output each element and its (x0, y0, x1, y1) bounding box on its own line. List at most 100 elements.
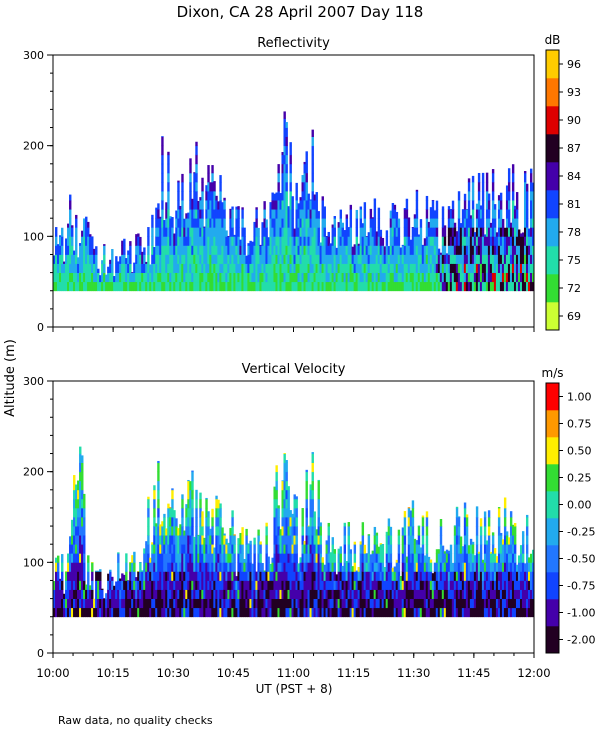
data-cell (57, 571, 60, 581)
data-cell (343, 254, 346, 264)
data-cell (303, 281, 306, 292)
data-cell (321, 254, 324, 264)
data-cell (83, 498, 86, 509)
data-cell (209, 562, 212, 572)
data-cell (191, 507, 194, 518)
data-cell (161, 254, 164, 264)
data-cell (233, 562, 236, 572)
data-cell (81, 272, 84, 283)
data-cell (439, 544, 443, 554)
data-cell (101, 263, 104, 273)
data-cell (271, 218, 274, 228)
data-cell (479, 205, 483, 210)
data-cell (473, 281, 477, 292)
data-cell (343, 236, 346, 246)
data-cell (529, 172, 533, 183)
data-cell (353, 244, 357, 246)
data-cell (449, 580, 453, 590)
data-cell (371, 245, 375, 255)
data-cell (361, 535, 365, 545)
data-cell (407, 263, 411, 273)
data-cell (79, 517, 82, 527)
data-cell (532, 272, 535, 283)
data-cell (291, 580, 294, 590)
data-cell (171, 571, 174, 581)
data-cell (453, 562, 457, 572)
data-cell (499, 227, 503, 237)
data-cell (177, 200, 180, 210)
data-cell (507, 168, 511, 174)
data-cell (177, 227, 180, 237)
data-cell (359, 263, 363, 273)
data-cell (159, 607, 162, 618)
data-cell (487, 510, 491, 518)
data-cell (317, 479, 320, 482)
data-cell (87, 555, 90, 563)
data-cell (331, 245, 334, 255)
data-cell (431, 254, 435, 264)
data-cell (193, 236, 196, 246)
data-cell (501, 598, 505, 609)
data-cell (517, 580, 521, 590)
data-cell (305, 589, 308, 599)
data-cell (447, 272, 451, 283)
data-cell (493, 281, 497, 292)
data-cell (289, 254, 292, 264)
data-cell (363, 571, 367, 581)
data-cell (177, 528, 180, 536)
data-cell (193, 209, 196, 219)
data-cell (503, 227, 507, 237)
data-cell (169, 281, 172, 292)
data-cell (517, 598, 521, 609)
data-cell (275, 517, 278, 527)
data-cell (477, 200, 481, 210)
data-cell (345, 281, 349, 292)
data-cell (73, 553, 76, 563)
data-cell (419, 245, 423, 255)
data-cell (453, 245, 457, 255)
data-cell (313, 281, 316, 292)
data-cell (301, 571, 304, 581)
data-cell (295, 589, 298, 599)
data-cell (87, 236, 90, 246)
data-cell (523, 245, 527, 255)
data-cell (247, 263, 250, 273)
data-cell (343, 281, 346, 292)
data-cell (489, 571, 493, 581)
data-cell (91, 571, 94, 581)
data-cell (253, 281, 256, 292)
data-cell (93, 248, 96, 255)
data-cell (339, 209, 342, 219)
data-cell (433, 562, 437, 572)
data-cell (355, 218, 359, 228)
data-cell (331, 272, 334, 283)
data-cell (71, 526, 74, 536)
data-cell (345, 580, 349, 590)
data-cell (333, 549, 336, 554)
data-cell (301, 227, 304, 237)
data-cell (527, 263, 531, 273)
data-cell (185, 254, 188, 264)
data-cell (189, 158, 192, 165)
data-cell (347, 227, 351, 237)
data-cell (375, 580, 379, 590)
data-cell (181, 181, 184, 192)
data-cell (197, 209, 200, 219)
data-cell (305, 498, 308, 509)
data-cell (335, 580, 338, 590)
data-cell (389, 589, 393, 599)
data-cell (203, 226, 206, 228)
data-cell (191, 471, 194, 482)
data-cell (433, 236, 437, 246)
data-cell (303, 589, 306, 599)
data-cell (81, 535, 84, 545)
data-cell (279, 562, 282, 572)
data-cell (449, 209, 453, 210)
data-cell (339, 281, 342, 292)
data-cell (307, 525, 310, 527)
data-cell (529, 245, 533, 255)
data-cell (117, 552, 120, 554)
data-cell (377, 263, 381, 273)
data-cell (493, 254, 497, 264)
data-cell (117, 553, 120, 563)
